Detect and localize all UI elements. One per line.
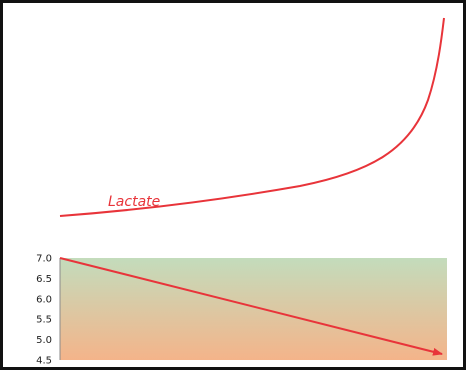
- y-axis-ticks: 7.0 6.5 6.0 5.5 5.0 4.5: [36, 254, 52, 367]
- y-tick-label: 4.5: [36, 356, 52, 367]
- y-tick-label: 5.5: [36, 315, 52, 326]
- ph-chart: 7.0 6.5 6.0 5.5 5.0 4.5: [36, 254, 447, 367]
- y-tick-label: 5.0: [36, 335, 52, 346]
- y-tick-label: 6.5: [36, 274, 52, 285]
- y-tick-label: 6.0: [36, 294, 52, 305]
- y-tick-label: 7.0: [36, 254, 52, 265]
- lactate-chart: Lactate: [59, 17, 445, 217]
- lactate-label: Lactate: [108, 194, 160, 210]
- lactate-curve: [59, 17, 445, 217]
- ph-trend-arrow: [59, 257, 443, 356]
